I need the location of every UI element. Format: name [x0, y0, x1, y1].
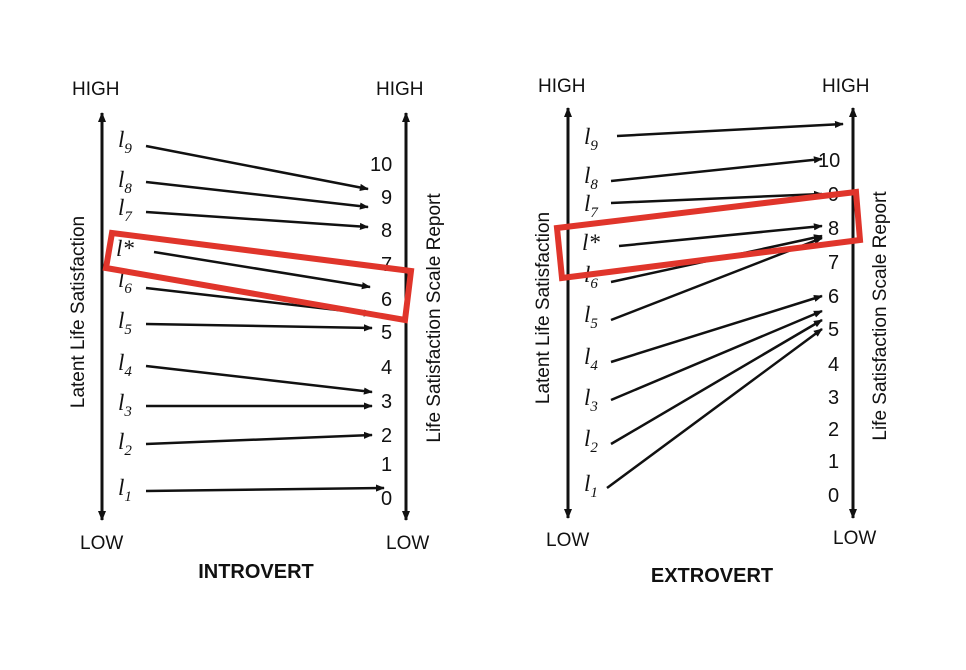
scale-axis-low-label: LOW: [833, 528, 876, 549]
scale-tick: 1: [381, 454, 392, 476]
scale-tick: 4: [381, 357, 392, 379]
latent-axis-title: Latent Life Satisfaction: [68, 216, 89, 408]
latent-level: l8: [118, 167, 132, 197]
scale-tick: 8: [381, 220, 392, 242]
latent-level: l7: [584, 191, 599, 221]
latent-level: l3: [584, 385, 598, 415]
latent-axis-low-label: LOW: [546, 530, 589, 551]
highlight-box: [106, 233, 411, 320]
mapping-arrow: [146, 488, 384, 491]
mapping-arrow: [611, 311, 822, 400]
scale-axis-high-label: HIGH: [376, 79, 424, 100]
latent-level: l4: [584, 344, 598, 374]
scale-tick: 7: [828, 252, 839, 274]
scale-axis-title: Life Satisfaction Scale Report: [870, 191, 891, 441]
latent-axis-title: Latent Life Satisfaction: [533, 212, 554, 404]
latent-axis-high-label: HIGH: [72, 79, 120, 100]
scale-tick: 1: [828, 451, 839, 473]
scale-tick: 2: [381, 425, 392, 447]
scale-tick: 6: [381, 289, 392, 311]
scale-tick: 3: [828, 387, 839, 409]
latent-level-highlighted: l*: [582, 230, 600, 255]
scale-tick: 0: [381, 488, 392, 510]
scale-tick: 2: [828, 419, 839, 441]
mapping-arrow: [146, 435, 372, 444]
latent-level: l7: [118, 195, 133, 225]
mapping-arrow: [611, 159, 822, 181]
scale-tick: 0: [828, 485, 839, 507]
scale-axis-low-label: LOW: [386, 533, 429, 554]
latent-vs-reported-satisfaction-diagram: HIGH LOW Latent Life Satisfaction HIGH L…: [0, 0, 966, 670]
latent-level: l9: [584, 124, 598, 154]
latent-level: l3: [118, 390, 132, 420]
latent-level: l2: [584, 426, 598, 456]
latent-axis-high-label: HIGH: [538, 76, 586, 97]
mapping-arrow: [146, 146, 368, 189]
scale-axis-title: Life Satisfaction Scale Report: [424, 193, 445, 443]
latent-level: l5: [118, 308, 132, 338]
scale-tick: 3: [381, 391, 392, 413]
latent-level: l8: [584, 163, 598, 193]
scale-tick: 9: [381, 187, 392, 209]
introvert-panel: HIGH LOW Latent Life Satisfaction HIGH L…: [68, 79, 445, 583]
scale-axis-high-label: HIGH: [822, 76, 870, 97]
scale-tick: 6: [828, 286, 839, 308]
latent-level: l5: [584, 302, 598, 332]
latent-axis-low-label: LOW: [80, 533, 123, 554]
mapping-arrow: [146, 366, 372, 392]
latent-level: l4: [118, 350, 132, 380]
latent-level: l9: [118, 127, 132, 157]
mapping-arrow: [617, 124, 843, 136]
extrovert-panel: HIGH LOW Latent Life Satisfaction HIGH L…: [533, 76, 891, 587]
panel-title: EXTROVERT: [651, 565, 773, 587]
latent-level: l2: [118, 429, 132, 459]
panel-title: INTROVERT: [198, 561, 314, 583]
mapping-arrow: [611, 320, 822, 444]
mapping-arrow: [146, 324, 372, 328]
scale-tick: 5: [828, 319, 839, 341]
latent-level-highlighted: l*: [116, 236, 134, 261]
scale-tick: 8: [828, 218, 839, 240]
scale-tick: 4: [828, 354, 839, 376]
mapping-arrow: [146, 182, 368, 207]
latent-level: l1: [584, 471, 598, 501]
latent-level: l1: [118, 475, 132, 505]
mapping-arrow: [146, 212, 368, 227]
scale-tick: 10: [818, 150, 840, 172]
highlight-box: [557, 192, 860, 278]
scale-tick: 5: [381, 322, 392, 344]
scale-tick: 10: [370, 154, 392, 176]
